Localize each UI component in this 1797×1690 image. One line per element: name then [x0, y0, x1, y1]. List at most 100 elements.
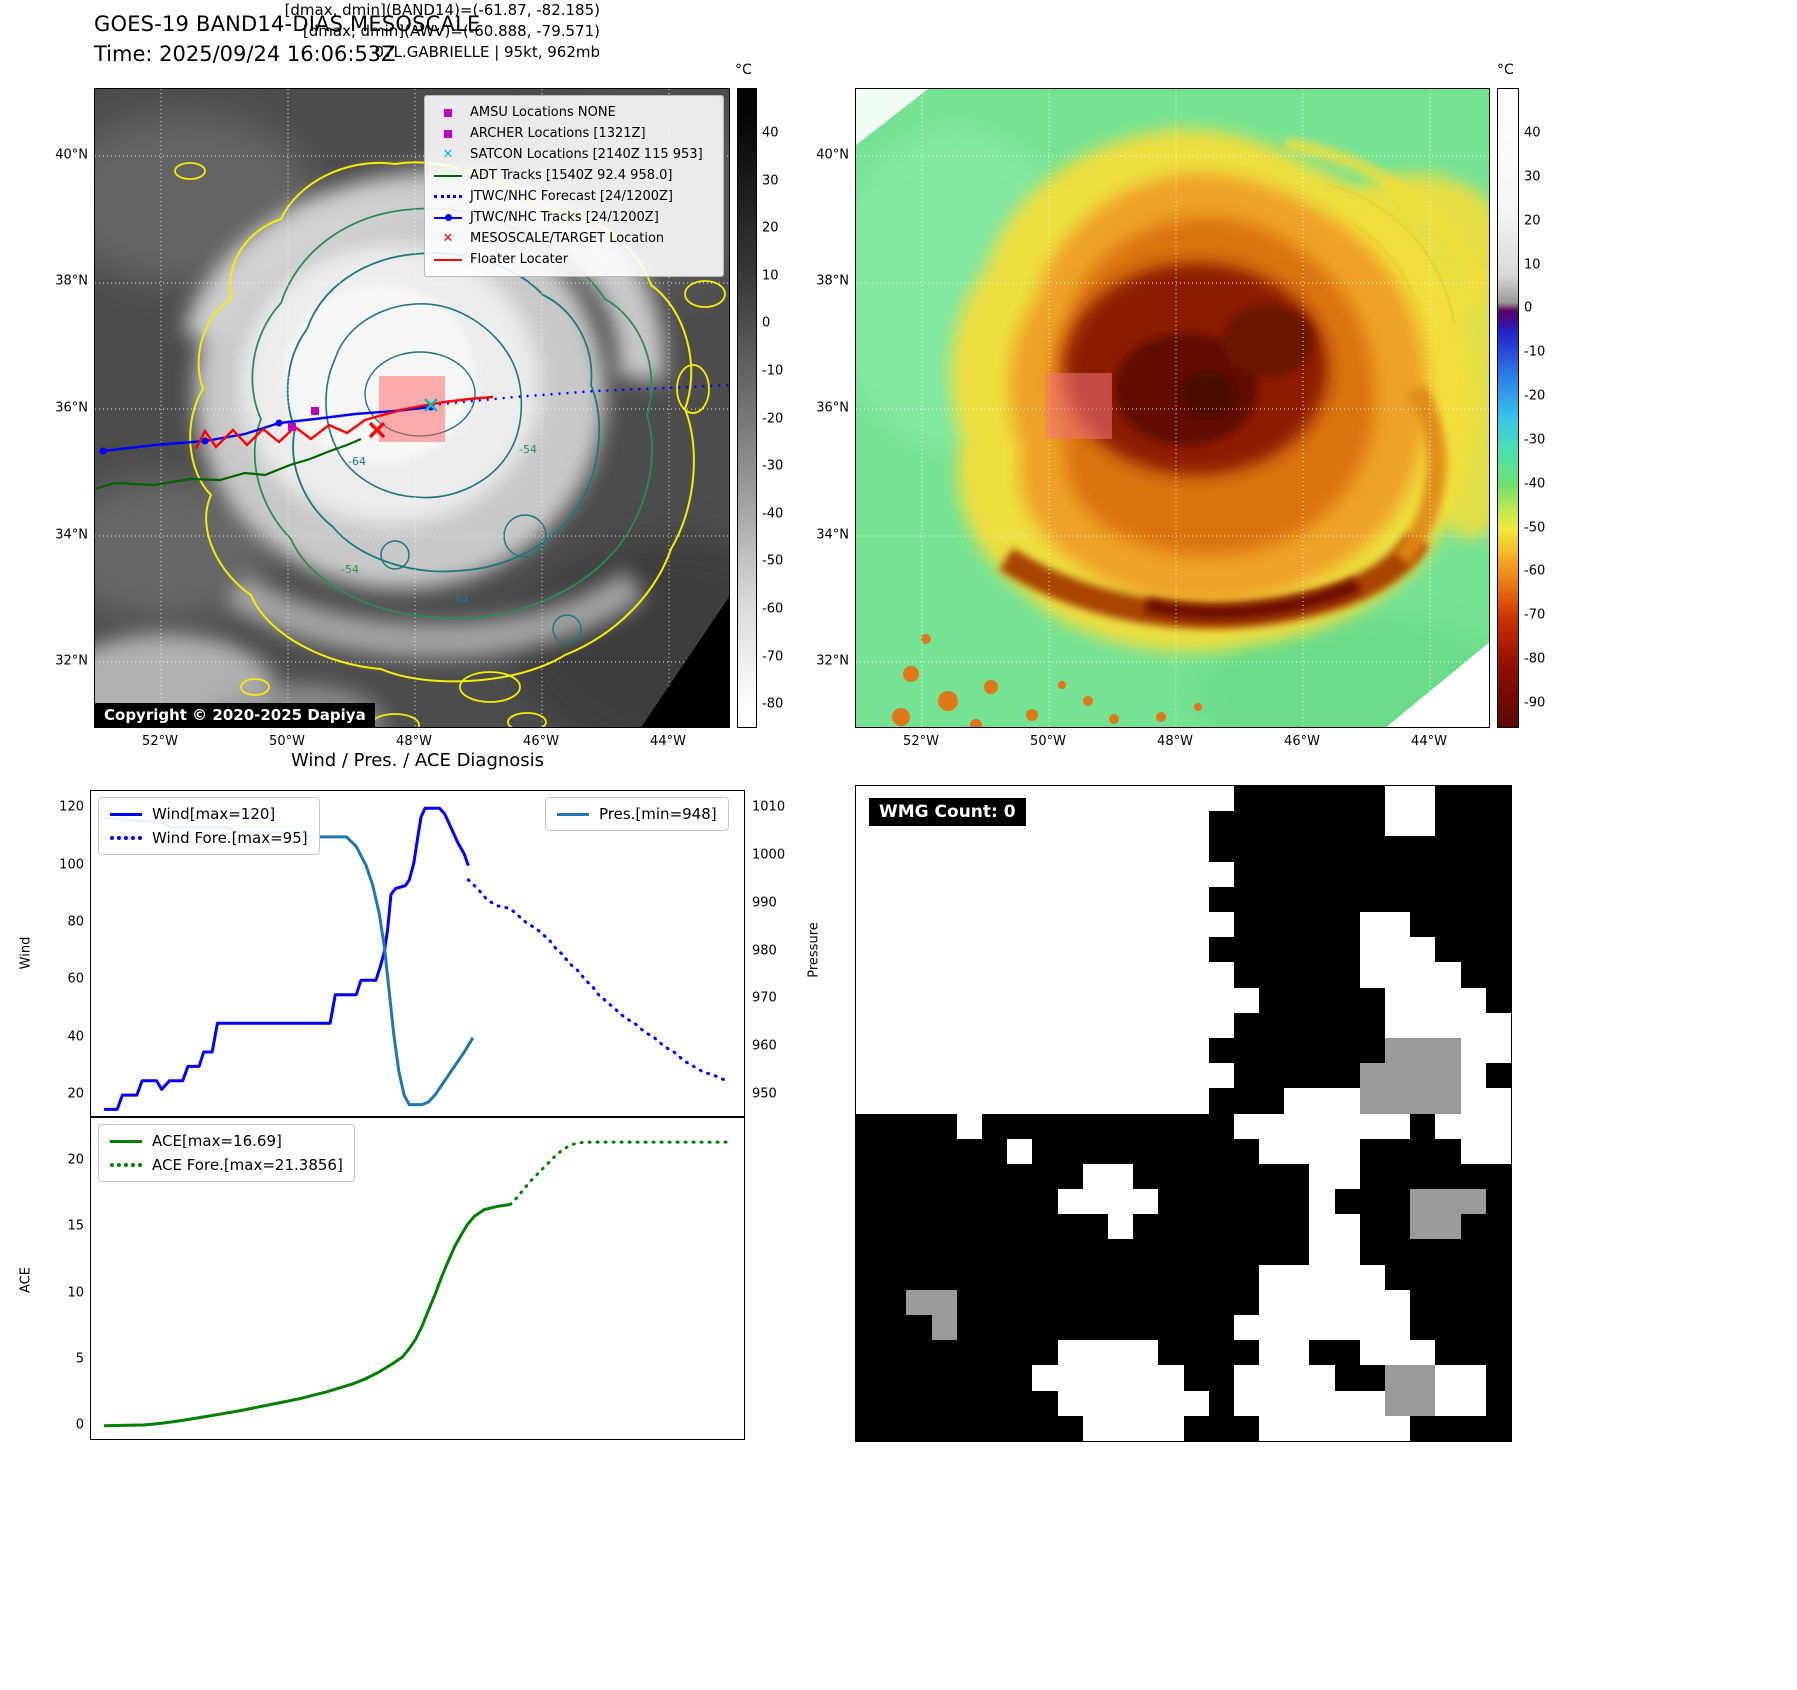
wmg-cell	[1208, 962, 1234, 988]
jtwc-forecast-line	[430, 383, 729, 407]
wmg-cell	[1233, 1012, 1260, 1038]
wmg-cell	[1057, 1113, 1083, 1139]
band14-colorbar	[737, 88, 757, 728]
wmg-cell	[1233, 1163, 1260, 1190]
wmg-cell	[1485, 1063, 1511, 1089]
wmg-cell	[881, 1365, 907, 1391]
wmg-count-label: WMG Count: 0	[869, 798, 1026, 826]
wmg-cell	[1334, 1264, 1360, 1290]
wmg-cell	[906, 1315, 932, 1341]
dotted-line-marker-icon	[434, 195, 462, 198]
legend-item-wind-forecast: Wind Fore.[max=95]	[110, 829, 308, 847]
wmg-cell	[1259, 911, 1285, 938]
colorbar-tick: 40	[762, 125, 779, 141]
wmg-cell	[1082, 1365, 1108, 1391]
wmg-cell	[1334, 1289, 1360, 1316]
legend-label: ACE[max=16.69]	[152, 1132, 282, 1150]
wmg-cell	[1057, 1315, 1083, 1341]
wmg-cell	[1460, 1415, 1486, 1441]
wmg-cell	[1133, 1289, 1159, 1316]
legend-item-jtwc-forecast: JTWC/NHC Forecast [24/1200Z]	[434, 188, 714, 205]
wmg-cell	[1158, 1012, 1184, 1038]
legend-item-satcon: SATCON Locations [2140Z 115 953]	[434, 146, 714, 163]
wmg-cell	[1410, 811, 1436, 837]
wmg-cell	[1359, 886, 1386, 912]
wmg-cell	[981, 1163, 1008, 1190]
wmg-cell	[1435, 1390, 1461, 1416]
wmg-cell	[1183, 1214, 1209, 1240]
band14-timestamp: Time: 2025/09/24 16:06:53Z	[94, 42, 396, 66]
wmg-cell	[1460, 1289, 1486, 1316]
square-marker-icon	[434, 129, 462, 138]
wmg-cell	[856, 1239, 882, 1265]
legend-item-amsu: AMSU Locations NONE	[434, 104, 714, 121]
wmg-cell	[981, 1239, 1008, 1265]
wmg-cell	[1334, 911, 1360, 938]
wmg-cell	[1435, 1239, 1461, 1265]
wmg-cell	[1284, 1315, 1310, 1341]
colorbar-tick: 0	[1524, 300, 1533, 316]
wmg-cell	[931, 1063, 957, 1089]
wmg-cell	[906, 1390, 932, 1416]
colorbar-tick: 20	[762, 220, 779, 236]
wmg-cell	[1057, 1189, 1083, 1215]
wmg-cell	[1410, 861, 1436, 887]
wmg-cell	[1385, 1365, 1411, 1391]
wmg-cell	[1410, 1189, 1436, 1215]
wmg-cell	[1359, 911, 1386, 938]
wmg-cell	[1259, 1037, 1285, 1064]
wmg-cell	[1460, 811, 1486, 837]
wmg-cell	[1385, 1340, 1411, 1366]
wmg-cell	[1158, 786, 1184, 812]
band14-colorbar-ticks: 40 30 20 10 0 -10 -20 -30 -40 -50 -60 -7…	[762, 88, 802, 728]
wmg-cell	[1259, 1113, 1285, 1139]
wmg-cell	[906, 937, 932, 963]
wmg-cell	[881, 1163, 907, 1190]
wmg-cell	[1208, 1214, 1234, 1240]
wmg-cell	[1007, 1037, 1033, 1064]
wmg-cell	[981, 1340, 1008, 1366]
mesoscale-target-marker	[368, 421, 386, 439]
wmg-cell	[1259, 1214, 1285, 1240]
wmg-cell	[1133, 886, 1159, 912]
wmg-cell	[1435, 1315, 1461, 1341]
ace-tick: 10	[67, 1285, 84, 1301]
wmg-cell	[1233, 1063, 1260, 1089]
wmg-cell	[1032, 1138, 1058, 1164]
wmg-cell	[1208, 1113, 1234, 1139]
wmg-cell	[1435, 1012, 1461, 1038]
wmg-cell	[1032, 1415, 1058, 1441]
wmg-cell	[1385, 911, 1411, 938]
wmg-cell	[1460, 1138, 1486, 1164]
wmg-cell	[1032, 836, 1058, 862]
wmg-cell	[1334, 1012, 1360, 1038]
wmg-cell	[1057, 1289, 1083, 1316]
scan-edge-wedge	[641, 596, 729, 727]
wmg-cell	[1082, 911, 1108, 938]
wmg-cell	[881, 1189, 907, 1215]
wmg-cell	[881, 1138, 907, 1164]
wmg-cell	[1032, 811, 1058, 837]
wmg-cell	[881, 1012, 907, 1038]
square-marker-icon	[434, 108, 462, 117]
legend-item-jtwc-tracks: JTWC/NHC Tracks [24/1200Z]	[434, 209, 714, 226]
wmg-cell	[1309, 886, 1335, 912]
line-marker-icon	[110, 1139, 142, 1143]
wmg-cell	[1233, 1214, 1260, 1240]
wmg-cell	[1460, 1063, 1486, 1089]
contour-label: -64	[451, 593, 469, 606]
wmg-cell	[1309, 1214, 1335, 1240]
wmg-cell	[1233, 911, 1260, 938]
wmg-cell	[956, 861, 982, 887]
wmg-cell	[1460, 1390, 1486, 1416]
wmg-cell	[956, 1289, 982, 1316]
wmg-grid	[856, 786, 1511, 1441]
wmg-cell	[1460, 1012, 1486, 1038]
wmg-cell	[1284, 1088, 1310, 1114]
wmg-cell	[1284, 811, 1310, 837]
legend-label: Wind Fore.[max=95]	[152, 829, 308, 847]
wmg-cell	[1208, 811, 1234, 837]
wmg-cell	[931, 836, 957, 862]
wmg-cell	[1208, 1063, 1234, 1089]
